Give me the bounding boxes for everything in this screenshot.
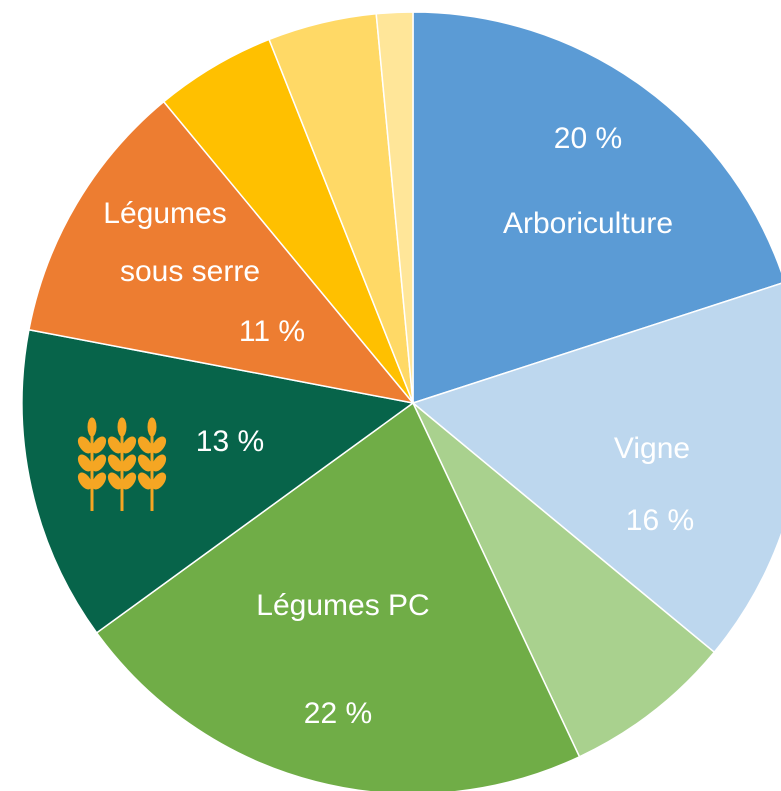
category-label: Légumes PC [256,589,429,622]
pie-slice [21,328,415,634]
pie-slice [412,11,781,405]
value-label: 22 % [304,697,372,730]
category-label: Arboriculture [503,207,673,240]
pie-slice [412,402,716,758]
value-label: 16 % [626,504,694,537]
wheat-icon [77,417,167,511]
pie-slice [375,11,414,404]
value-label: 11 % [239,315,305,348]
pie-slice [28,100,415,405]
pie [21,11,781,791]
category-label: Légumes sous serre [103,197,260,288]
value-label: 20 % [554,122,622,155]
value-label: 13 % [196,425,264,458]
pie-slice [95,401,581,791]
category-label: Vigne [614,432,690,465]
labels: Arboriculture 20 % Vigne 16 % Légumes PC 22 %… [103,122,694,730]
pie-slice [411,282,781,654]
